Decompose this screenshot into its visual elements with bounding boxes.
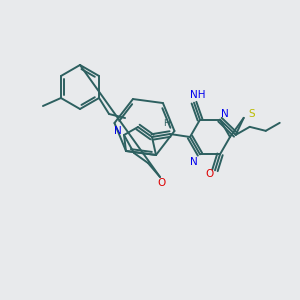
Text: O: O (158, 178, 166, 188)
Text: N: N (221, 109, 229, 119)
Text: N: N (190, 157, 198, 167)
Text: O: O (205, 169, 213, 179)
Text: N: N (114, 126, 122, 136)
Text: H: H (164, 119, 170, 128)
Text: S: S (248, 109, 255, 119)
Text: NH: NH (190, 90, 206, 100)
